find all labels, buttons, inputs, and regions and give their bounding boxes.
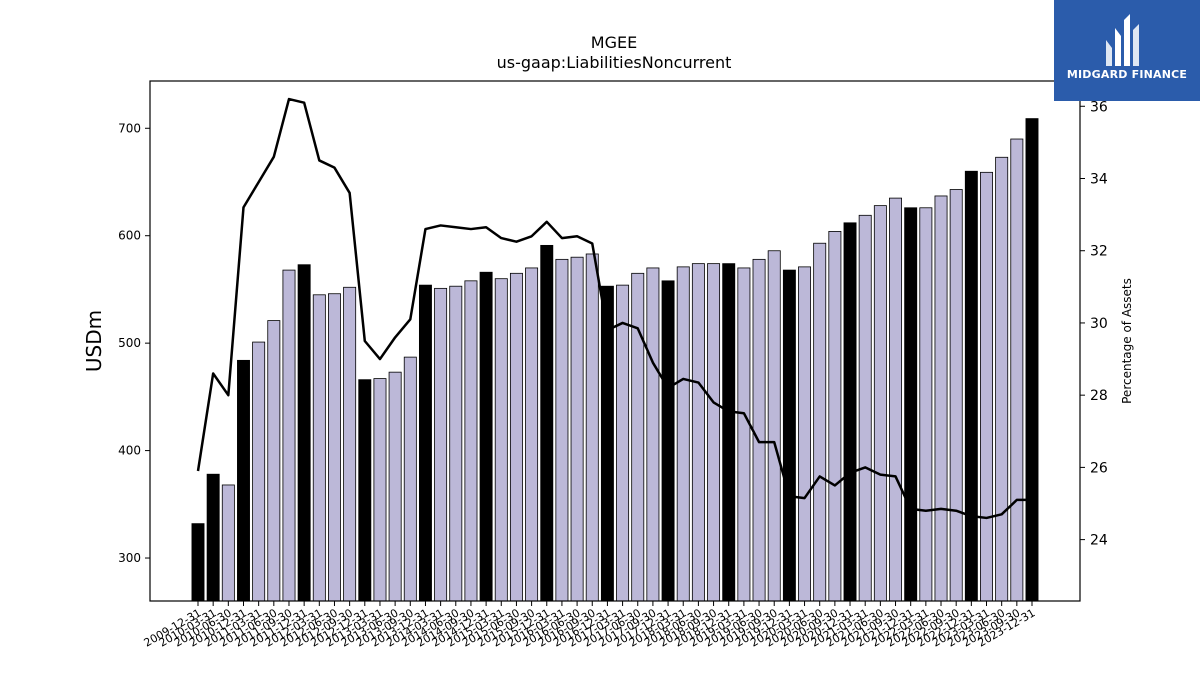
- bar: [752, 258, 766, 602]
- y-tick-label: 300: [118, 551, 141, 565]
- bar: [676, 266, 690, 602]
- bar: [661, 280, 675, 602]
- bar: [1025, 118, 1039, 602]
- bar: [722, 263, 736, 602]
- bar: [934, 195, 948, 602]
- y2-tick-label: 30: [1090, 316, 1108, 332]
- bar: [525, 267, 539, 602]
- bar: [798, 266, 812, 602]
- bar: [555, 258, 569, 602]
- bar: [418, 284, 432, 602]
- y-axis-right: 24 26 28 30 32 34 36: [1080, 99, 1108, 549]
- brand-mark-icon: [1106, 14, 1139, 66]
- bar: [237, 359, 250, 602]
- bar: [206, 473, 220, 602]
- bar: [388, 371, 402, 602]
- bar: [221, 484, 235, 602]
- bar: [1010, 138, 1024, 602]
- bar: [949, 189, 963, 602]
- x-axis: 2009-12-312010-03-312010-06-302010-12-31…: [142, 601, 1038, 650]
- bar: [282, 269, 296, 602]
- bar: [570, 256, 584, 602]
- bar: [691, 263, 705, 602]
- bar: [479, 271, 493, 602]
- bar: [328, 293, 341, 602]
- bar: [358, 379, 372, 602]
- bar: [585, 253, 599, 602]
- chart-subtitle: us-gaap:LiabilitiesNoncurrent: [497, 53, 732, 72]
- bar: [767, 250, 781, 602]
- y2-tick-label: 26: [1090, 460, 1108, 476]
- bar: [737, 267, 751, 602]
- chart-title: MGEE: [591, 33, 637, 52]
- bar-series: [191, 118, 1039, 602]
- bar: [343, 286, 357, 602]
- bar: [980, 171, 993, 602]
- y2-tick-label: 24: [1090, 533, 1108, 549]
- bar: [889, 197, 902, 602]
- y2-tick-label: 28: [1090, 388, 1108, 404]
- bar: [919, 207, 933, 602]
- bar: [403, 356, 417, 602]
- bar: [434, 287, 448, 602]
- y2-tick-label: 36: [1090, 99, 1108, 115]
- y2-tick-label: 32: [1090, 244, 1108, 260]
- brand-logo: MIDGARD FINANCE: [1054, 0, 1200, 101]
- bar: [464, 280, 478, 602]
- brand-name: MIDGARD FINANCE: [1066, 68, 1188, 81]
- bar: [964, 170, 978, 602]
- bar: [873, 205, 887, 602]
- y-axis-right-label: Percentage of Assets: [1120, 278, 1134, 404]
- bar: [995, 156, 1009, 602]
- bar: [631, 272, 645, 602]
- bar: [646, 267, 660, 602]
- bar: [312, 294, 326, 602]
- y-axis-left: 300 400 500 600 700: [118, 121, 150, 565]
- y-tick-label: 700: [118, 121, 141, 135]
- bar: [191, 523, 205, 602]
- bar: [813, 242, 827, 602]
- y-tick-label: 400: [118, 444, 141, 458]
- bar: [600, 285, 614, 602]
- percentage-line: [196, 97, 1032, 520]
- bar: [373, 378, 387, 602]
- y2-tick-label: 34: [1090, 172, 1108, 188]
- y-tick-label: 500: [118, 336, 141, 350]
- bar: [707, 263, 721, 602]
- bar: [858, 214, 872, 602]
- y-axis-left-label: USDm: [82, 310, 106, 372]
- plot-frame: [149, 80, 1081, 602]
- bar: [297, 264, 311, 602]
- bar: [782, 269, 796, 602]
- bar: [449, 285, 463, 602]
- bar: [828, 231, 842, 602]
- bar: [267, 320, 281, 602]
- bar: [616, 284, 630, 602]
- bar: [252, 341, 266, 602]
- bar: [494, 278, 508, 602]
- bar: [509, 272, 523, 602]
- bar: [540, 244, 554, 602]
- bar: [904, 207, 918, 602]
- bar: [843, 222, 857, 602]
- y-tick-label: 600: [118, 229, 141, 243]
